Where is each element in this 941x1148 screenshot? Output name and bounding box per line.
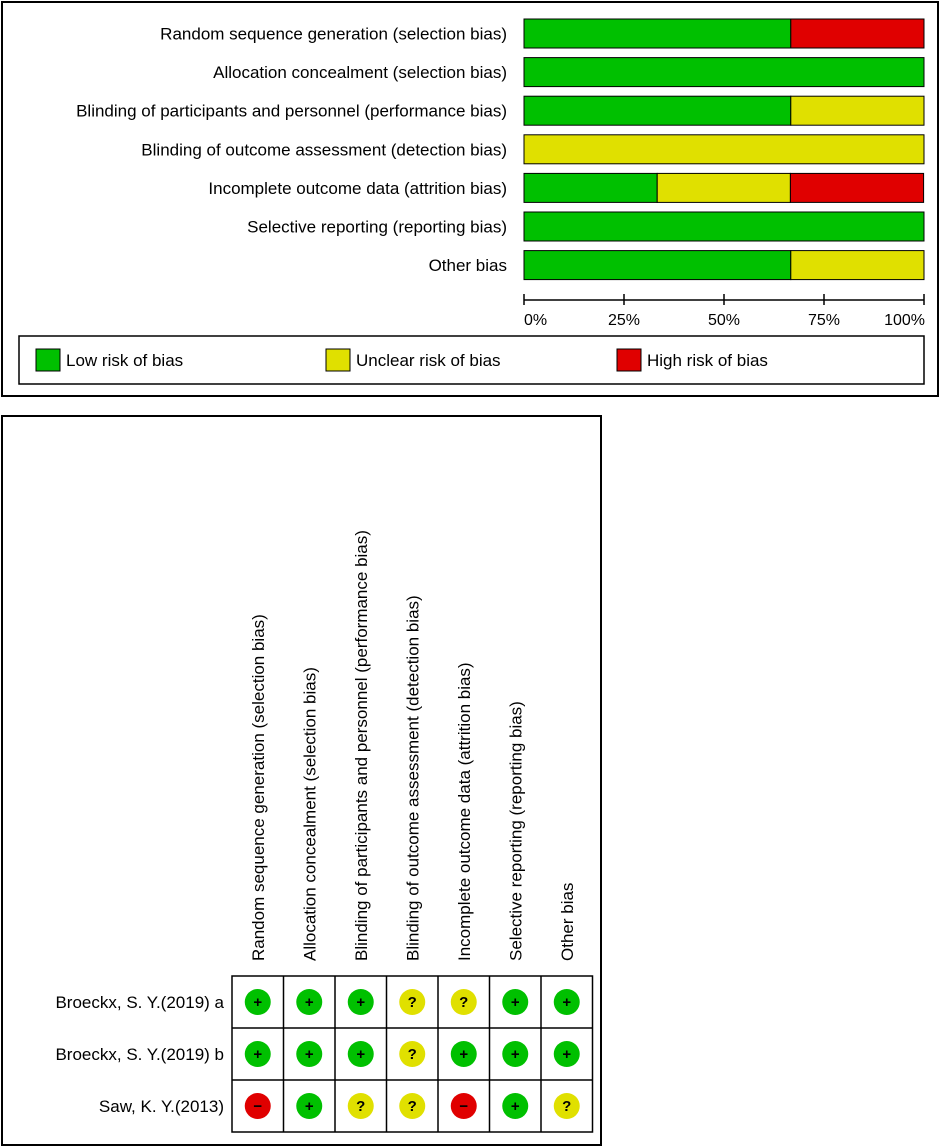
rating-symbol: ? — [408, 1046, 417, 1063]
legend-box — [18, 335, 925, 385]
rating-symbol: + — [562, 1046, 571, 1063]
rating-symbol: ? — [356, 1098, 365, 1115]
bar-segment — [523, 95, 792, 126]
rating-unclear-icon — [347, 1093, 374, 1119]
risk-of-bias-table: Random sequence generation (selection bi… — [1, 415, 602, 1146]
rating-low-icon — [502, 1093, 529, 1119]
legend-swatch — [325, 348, 351, 372]
rating-low-icon — [450, 1041, 477, 1067]
rating-low-icon — [296, 1041, 323, 1067]
legend-label: High risk of bias — [647, 351, 768, 370]
rating-unclear-icon — [399, 1041, 426, 1067]
study-label: Broeckx, S. Y.(2019) a — [55, 993, 224, 1012]
rating-symbol: − — [253, 1098, 262, 1115]
legend-label: Unclear risk of bias — [356, 351, 501, 370]
rating-low-icon — [296, 1093, 323, 1119]
legend-label: Low risk of bias — [66, 351, 183, 370]
x-tick-label: 25% — [608, 312, 640, 329]
column-header: Blinding of participants and personnel (… — [352, 530, 371, 961]
rating-symbol: ? — [408, 1098, 417, 1115]
grid-border — [231, 975, 594, 1133]
rating-unclear-icon — [553, 1093, 580, 1119]
table-chart-svg: Random sequence generation (selection bi… — [55, 530, 594, 1133]
rating-symbol: − — [459, 1098, 468, 1115]
category-label: Random sequence generation (selection bi… — [160, 25, 507, 44]
x-tick-label: 0% — [524, 312, 547, 329]
bar-segment — [790, 18, 925, 49]
rating-symbol: + — [511, 1046, 520, 1063]
rating-unclear-icon — [399, 989, 426, 1015]
category-label: Blinding of outcome assessment (detectio… — [141, 140, 507, 159]
rating-low-icon — [296, 989, 323, 1015]
rating-symbol: + — [253, 1046, 262, 1063]
bar-segment — [523, 134, 925, 165]
rating-high-icon — [244, 1093, 271, 1119]
rating-low-icon — [244, 989, 271, 1015]
rating-symbol: + — [356, 1046, 365, 1063]
bar-segment — [523, 172, 658, 203]
summary-chart-svg: Random sequence generation (selection bi… — [18, 18, 925, 385]
rating-low-icon — [502, 1041, 529, 1067]
rating-low-icon — [244, 1041, 271, 1067]
x-tick-label: 50% — [708, 312, 740, 329]
rating-symbol: ? — [459, 994, 468, 1011]
rating-low-icon — [553, 1041, 580, 1067]
column-header: Selective reporting (reporting bias) — [506, 701, 525, 961]
category-label: Selective reporting (reporting bias) — [247, 218, 507, 237]
bar-segment — [656, 172, 791, 203]
rating-low-icon — [502, 989, 529, 1015]
bar-segment — [523, 18, 792, 49]
rating-symbol: + — [305, 1098, 314, 1115]
rating-symbol: + — [305, 1046, 314, 1063]
bar-segment — [790, 250, 925, 281]
risk-of-bias-summary-graph: Random sequence generation (selection bi… — [1, 1, 939, 397]
bar-segment — [789, 172, 925, 203]
legend-swatch — [35, 348, 61, 372]
rating-low-icon — [347, 989, 374, 1015]
column-header: Incomplete outcome data (attrition bias) — [455, 662, 474, 961]
bar-segment — [523, 57, 925, 88]
category-label: Allocation concealment (selection bias) — [213, 63, 507, 82]
rating-symbol: + — [511, 994, 520, 1011]
rating-symbol: + — [356, 994, 365, 1011]
bar-segment — [790, 95, 925, 126]
rating-symbol: + — [253, 994, 262, 1011]
study-label: Broeckx, S. Y.(2019) b — [55, 1045, 224, 1064]
category-label: Other bias — [429, 256, 507, 275]
bar-segment — [523, 250, 792, 281]
x-tick-label: 100% — [884, 312, 925, 329]
column-header: Random sequence generation (selection bi… — [249, 614, 268, 961]
rating-unclear-icon — [399, 1093, 426, 1119]
x-tick-label: 75% — [808, 312, 840, 329]
rating-symbol: ? — [562, 1098, 571, 1115]
rating-symbol: + — [459, 1046, 468, 1063]
column-header: Allocation concealment (selection bias) — [300, 667, 319, 961]
legend-swatch — [616, 348, 642, 372]
column-header: Other bias — [558, 883, 577, 961]
rating-symbol: + — [305, 994, 314, 1011]
rating-symbol: + — [511, 1098, 520, 1115]
category-label: Blinding of participants and personnel (… — [76, 102, 507, 121]
rating-symbol: + — [562, 994, 571, 1011]
bar-segment — [523, 211, 925, 242]
rating-low-icon — [347, 1041, 374, 1067]
rating-symbol: ? — [408, 994, 417, 1011]
rating-high-icon — [450, 1093, 477, 1119]
rating-unclear-icon — [450, 989, 477, 1015]
column-header: Blinding of outcome assessment (detectio… — [403, 595, 422, 961]
rating-low-icon — [553, 989, 580, 1015]
study-label: Saw, K. Y.(2013) — [99, 1097, 224, 1116]
category-label: Incomplete outcome data (attrition bias) — [208, 179, 507, 198]
